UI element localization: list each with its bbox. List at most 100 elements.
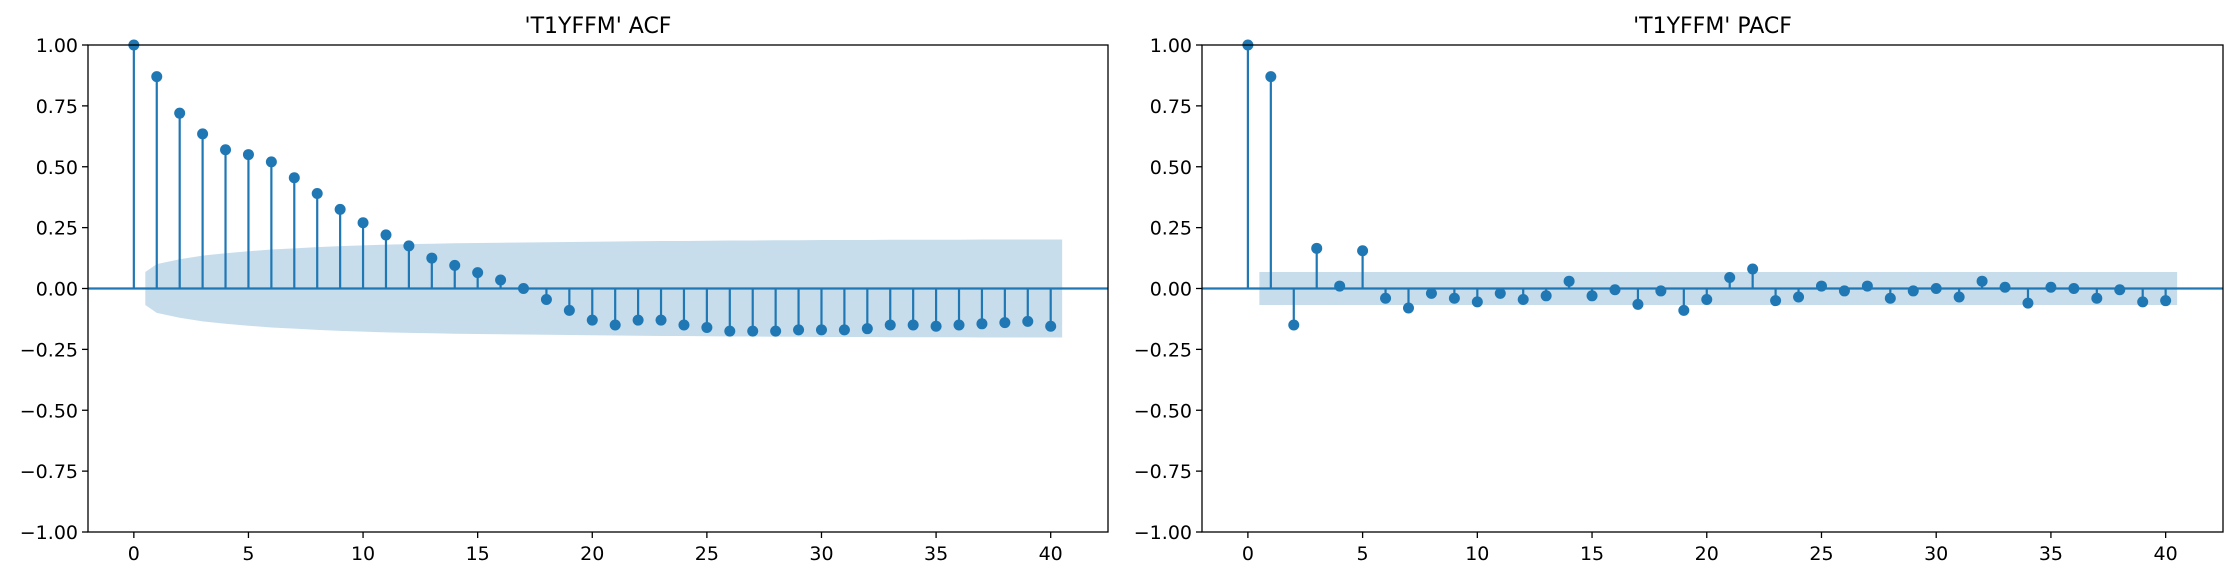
pacf-point-lag-27 (1861, 280, 1873, 292)
pacf-point-lag-22 (1747, 263, 1759, 275)
pacf-point-lag-37 (2091, 292, 2103, 304)
acf-point-lag-40 (1045, 320, 1057, 332)
pacf-point-lag-31 (1953, 291, 1965, 303)
pacf-point-lag-25 (1815, 280, 1827, 292)
acf-point-lag-24 (678, 319, 690, 331)
pacf-point-lag-8 (1425, 287, 1437, 299)
acf-point-lag-20 (586, 314, 598, 326)
acf-point-lag-5 (242, 149, 254, 161)
acf-point-lag-11 (380, 229, 392, 241)
pacf-point-lag-1 (1265, 71, 1277, 83)
pacf-point-lag-38 (2114, 284, 2126, 296)
pacf-point-lag-23 (1770, 295, 1782, 307)
acf-point-lag-15 (472, 267, 484, 279)
acf-point-lag-21 (609, 319, 621, 331)
pacf-point-lag-20 (1701, 293, 1713, 305)
acf-x-tick-label-20: 20 (580, 543, 604, 565)
acf-point-lag-31 (838, 324, 850, 336)
acf-point-lag-35 (930, 320, 942, 332)
acf-point-lag-22 (632, 314, 644, 326)
pacf-y-tick-label-6: 0.50 (1150, 157, 1192, 179)
acf-point-lag-7 (288, 172, 300, 184)
pacf-title: 'T1YFFM' PACF (1633, 14, 1792, 39)
acf-point-lag-36 (953, 319, 965, 331)
acf-x-tick-label-15: 15 (466, 543, 490, 565)
acf-point-lag-30 (815, 324, 827, 336)
acf-point-lag-38 (999, 317, 1011, 329)
pacf-point-lag-39 (2137, 296, 2149, 308)
pacf-x-tick-label-0: 0 (1242, 543, 1254, 565)
pacf-y-tick-label-3: −0.25 (1134, 339, 1192, 361)
acf-panel: 'T1YFFM' ACF 0 5 10 15 20 25 30 35 40 −1.00 −0.75 −… (20, 14, 1109, 565)
acf-point-lag-19 (563, 304, 575, 316)
acf-point-lag-8 (311, 188, 323, 200)
acf-x-tick-label-10: 10 (351, 543, 375, 565)
pacf-point-lag-14 (1563, 275, 1575, 287)
acf-y-tick-label-7: 0.75 (36, 96, 78, 118)
pacf-point-lag-12 (1517, 293, 1529, 305)
pacf-y-tick-label-1: −0.75 (1134, 461, 1192, 483)
acf-point-lag-26 (724, 325, 736, 337)
pacf-point-lag-4 (1334, 280, 1346, 292)
pacf-y-tick-label-7: 0.75 (1150, 96, 1192, 118)
pacf-point-lag-33 (1999, 281, 2011, 293)
pacf-point-lag-19 (1678, 304, 1690, 316)
pacf-x-tick-label-10: 10 (1465, 543, 1489, 565)
acf-point-lag-13 (426, 252, 438, 264)
pacf-point-lag-5 (1357, 245, 1369, 257)
pacf-point-lag-40 (2160, 295, 2172, 307)
pacf-x-tick-label-5: 5 (1357, 543, 1369, 565)
acf-point-lag-25 (701, 321, 713, 333)
acf-x-tick-label-25: 25 (695, 543, 719, 565)
pacf-point-lag-16 (1609, 284, 1621, 296)
pacf-point-lag-30 (1930, 283, 1942, 294)
pacf-point-lag-28 (1884, 292, 1896, 304)
acf-x-tick-label-30: 30 (809, 543, 833, 565)
acf-point-lag-16 (495, 274, 507, 286)
pacf-point-lag-32 (1976, 275, 1988, 287)
pacf-x-tick-label-25: 25 (1809, 543, 1833, 565)
pacf-point-lag-26 (1838, 285, 1850, 297)
pacf-y-tick-label-2: −0.50 (1134, 400, 1192, 422)
acf-point-lag-37 (976, 318, 988, 330)
pacf-point-lag-17 (1632, 298, 1644, 310)
pacf-point-lag-6 (1380, 292, 1392, 304)
acf-point-lag-12 (403, 240, 415, 252)
acf-y-tick-label-5: 0.25 (36, 218, 78, 240)
pacf-point-lag-7 (1402, 302, 1414, 314)
pacf-point-lag-10 (1471, 296, 1483, 308)
acf-point-lag-17 (518, 283, 530, 294)
pacf-y-tick-label-8: 1.00 (1150, 35, 1192, 57)
pacf-point-lag-21 (1724, 272, 1736, 284)
acf-title: 'T1YFFM' ACF (525, 14, 672, 39)
acf-point-lag-3 (197, 128, 209, 140)
pacf-point-lag-36 (2068, 283, 2080, 294)
acf-x-tick-label-35: 35 (924, 543, 948, 565)
acf-y-tick-label-8: 1.00 (36, 35, 78, 57)
acf-point-lag-6 (265, 156, 277, 168)
acf-point-lag-9 (334, 203, 346, 215)
pacf-y-tick-label-0: −1.00 (1134, 522, 1192, 544)
pacf-y-tick-label-5: 0.25 (1150, 218, 1192, 240)
pacf-point-lag-11 (1494, 287, 1506, 299)
pacf-point-lag-35 (2045, 281, 2057, 293)
acf-point-lag-32 (861, 323, 873, 335)
pacf-panel: 'T1YFFM' PACF 0 5 10 15 20 25 30 35 40 −1.00 −0.75… (1134, 14, 2224, 565)
acf-y-tick-label-0: −1.00 (20, 522, 78, 544)
acf-point-lag-29 (793, 324, 805, 336)
acf-y-tick-label-2: −0.50 (20, 400, 78, 422)
pacf-x-tick-label-35: 35 (2039, 543, 2063, 565)
pacf-point-lag-13 (1540, 290, 1552, 302)
acf-point-lag-18 (540, 293, 552, 305)
acf-point-lag-28 (770, 325, 782, 337)
pacf-point-lag-15 (1586, 290, 1598, 302)
acf-point-lag-33 (884, 319, 896, 331)
acf-x-tick-label-0: 0 (128, 543, 140, 565)
acf-y-tick-label-4: 0.00 (36, 279, 78, 301)
pacf-point-lag-29 (1907, 285, 1919, 297)
pacf-x-tick-label-40: 40 (2154, 543, 2178, 565)
pacf-point-lag-2 (1288, 319, 1300, 331)
acf-point-lag-1 (151, 71, 163, 83)
pacf-point-lag-24 (1793, 291, 1805, 303)
pacf-x-tick-label-30: 30 (1924, 543, 1948, 565)
